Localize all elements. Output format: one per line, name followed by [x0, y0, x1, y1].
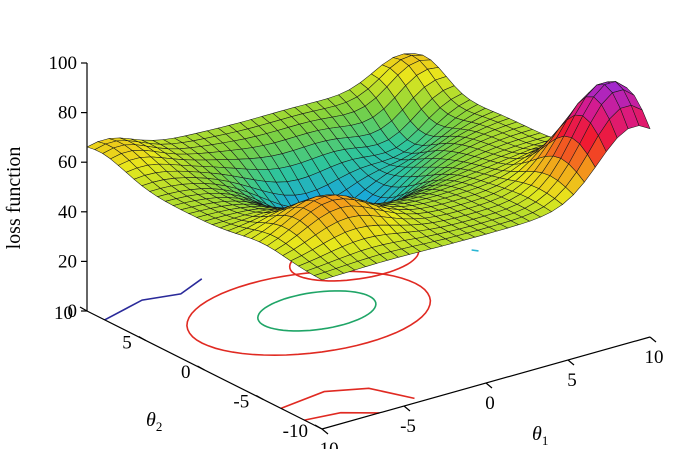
x-tick-mark [403, 405, 411, 412]
z-tick-label: 0 [68, 301, 78, 322]
y-tick-mark [79, 306, 88, 312]
contour-line [471, 249, 479, 252]
x-tick-label: -5 [400, 416, 416, 437]
contour-line [104, 278, 203, 321]
surface-patch [630, 104, 651, 130]
y-tick-label: -10 [283, 421, 308, 442]
y-tick-mark [255, 394, 264, 401]
y-ticks: -10 -5 0 5 10 [54, 303, 323, 442]
y-tick-label: 5 [122, 333, 132, 354]
y-tick-label: 0 [181, 362, 191, 383]
loss-surface [86, 53, 651, 281]
x-tick-mark [485, 382, 493, 389]
contour-line [256, 290, 377, 332]
y-tick-label: -5 [233, 392, 249, 413]
x-tick-label: -10 [313, 439, 338, 449]
z-ticks: 0 20 40 60 80 100 [49, 53, 87, 322]
x-tick-mark [649, 336, 657, 343]
y-tick-mark [314, 424, 323, 430]
y-tick-label: 10 [54, 303, 73, 324]
x-tick-label: 10 [645, 347, 664, 368]
y-axis-label: θ2 [146, 409, 162, 434]
z-tick-label: 60 [58, 152, 77, 173]
contour-line [280, 387, 415, 410]
z-tick-label: 40 [58, 202, 77, 223]
x-tick-mark [567, 359, 575, 366]
x-tick-mark [321, 428, 329, 435]
y-tick-mark [197, 365, 205, 371]
contour-line [186, 270, 432, 357]
y-tick-mark [138, 335, 147, 342]
z-tick-label: 20 [58, 251, 77, 272]
z-tick-label: 80 [58, 103, 77, 124]
z-axis-label: loss function [3, 147, 25, 250]
x-tick-label: 5 [567, 370, 577, 391]
x-tick-label: 0 [485, 393, 495, 414]
z-tick-label: 100 [49, 53, 78, 74]
contour-line [304, 411, 380, 421]
x-axis-label: θ1 [532, 423, 548, 448]
x-ticks: -10 -5 0 5 10 [313, 336, 664, 449]
